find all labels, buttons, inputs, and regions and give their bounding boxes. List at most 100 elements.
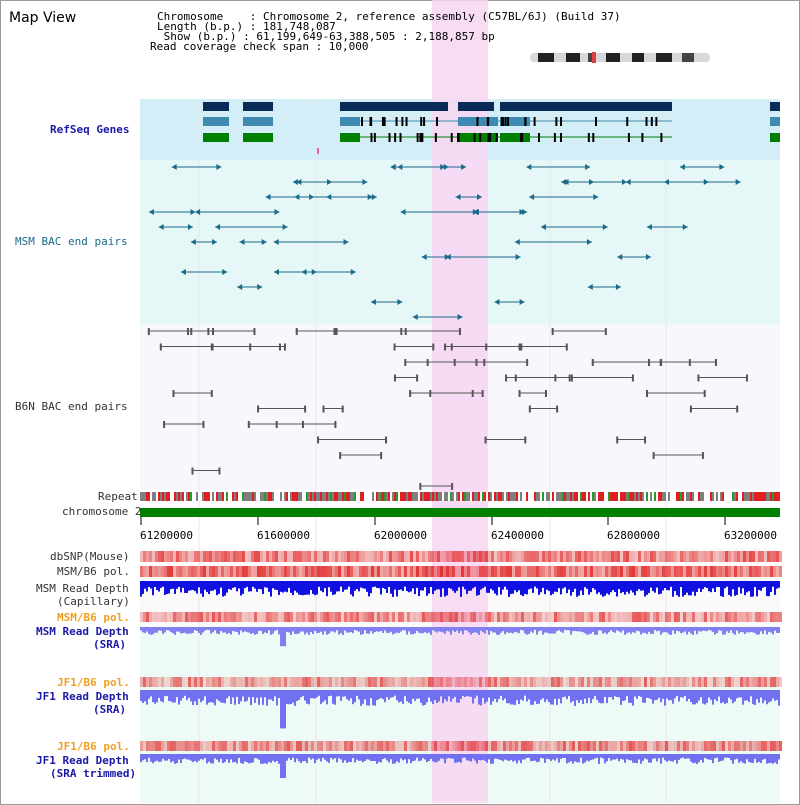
depth-bar xyxy=(438,690,440,702)
heat-cell xyxy=(614,566,617,577)
heat-cell xyxy=(749,612,752,622)
jf1-read-depth-sra-label[interactable]: JF1 Read Depth xyxy=(36,690,129,703)
bac-end-marker xyxy=(556,405,559,413)
heat-cell xyxy=(725,566,728,577)
bac-end-marker xyxy=(180,269,186,275)
depth-bar xyxy=(162,581,164,587)
depth-bar xyxy=(388,581,390,588)
repeat-segment xyxy=(598,492,600,501)
jf1-b6-pol-label[interactable]: JF1/B6 pol. xyxy=(57,676,130,689)
depth-bar xyxy=(542,627,544,635)
heat-cell xyxy=(416,612,419,622)
heat-cell xyxy=(362,677,365,687)
heat-cell xyxy=(590,677,593,687)
bac-end-marker xyxy=(736,405,739,413)
heat-cell xyxy=(776,551,779,562)
depth-bar xyxy=(376,754,378,764)
heat-cell xyxy=(299,612,302,622)
heat-cell xyxy=(383,741,386,751)
depth-bar xyxy=(262,754,264,764)
heat-cell xyxy=(263,566,266,577)
msm-read-depth-capillary-label[interactable]: MSM Read Depth xyxy=(36,582,129,595)
heat-cell xyxy=(287,551,290,562)
repeat-segment xyxy=(486,492,488,501)
heat-cell xyxy=(548,741,551,751)
depth-bar xyxy=(762,581,764,588)
repeat-segment xyxy=(164,492,166,501)
depth-bar xyxy=(650,754,652,763)
depth-bar xyxy=(436,581,438,590)
depth-bar xyxy=(524,754,526,760)
heat-cell xyxy=(659,741,662,751)
depth-bar xyxy=(548,754,550,760)
depth-bar xyxy=(498,690,500,700)
depth-bar xyxy=(324,627,326,632)
chromosome-ideogram[interactable] xyxy=(530,52,710,64)
heat-cell xyxy=(197,677,200,687)
heat-cell xyxy=(197,551,200,562)
depth-bar xyxy=(162,690,164,703)
depth-bar xyxy=(774,627,776,631)
heat-cell xyxy=(206,741,209,751)
b6n-bac-label[interactable]: B6N BAC end pairs xyxy=(15,400,128,413)
exon-mark xyxy=(650,117,653,126)
repeat-segment xyxy=(356,492,358,501)
heat-cell xyxy=(506,677,509,687)
heat-cell xyxy=(311,612,314,622)
heat-cell xyxy=(413,677,416,687)
depth-bar xyxy=(764,581,766,587)
msm-bac-label[interactable]: MSM BAC end pairs xyxy=(15,235,128,248)
msm-read-depth-sra-label[interactable]: MSM Read Depth xyxy=(36,625,129,638)
heat-cell xyxy=(719,741,722,751)
depth-bar xyxy=(504,581,506,587)
repeat-segment xyxy=(504,492,506,501)
refseq-genes-label[interactable]: RefSeq Genes xyxy=(50,123,130,136)
depth-bar xyxy=(738,690,740,698)
depth-bar xyxy=(716,754,718,758)
msm-b6-pol-label[interactable]: MSM/B6 pol. xyxy=(57,565,130,578)
heat-cell xyxy=(404,612,407,622)
heat-cell xyxy=(689,612,692,622)
depth-bar xyxy=(276,627,278,630)
jf1-read-depth-trimmed-label[interactable]: JF1 Read Depth xyxy=(36,754,129,767)
depth-bar xyxy=(440,581,442,597)
repeat-segment xyxy=(498,492,500,501)
heat-cell xyxy=(545,677,548,687)
depth-bar xyxy=(710,627,712,631)
depth-bar xyxy=(606,690,608,704)
heat-cell xyxy=(518,741,521,751)
bac-end-marker xyxy=(294,194,300,200)
heat-cell xyxy=(527,566,530,577)
depth-bar xyxy=(264,754,266,764)
heat-cell xyxy=(206,677,209,687)
bac-end-marker xyxy=(586,239,592,245)
depth-bar xyxy=(686,627,688,635)
repeat-segment xyxy=(272,492,274,501)
heat-cell xyxy=(290,612,293,622)
dbsnp-label[interactable]: dbSNP(Mouse) xyxy=(50,550,130,563)
depth-bar xyxy=(512,690,514,705)
depth-bar xyxy=(534,690,536,702)
heat-cell xyxy=(146,741,149,751)
depth-bar xyxy=(154,627,156,633)
depth-bar xyxy=(644,690,646,703)
heat-cell xyxy=(470,741,473,751)
depth-bar xyxy=(328,581,330,588)
depth-bar xyxy=(462,754,464,758)
depth-bar xyxy=(382,754,384,760)
heat-cell xyxy=(734,551,737,562)
depth-bar xyxy=(628,581,630,594)
heat-cell xyxy=(560,741,563,751)
msm-b6-pol-sra-label[interactable]: MSM/B6 pol. xyxy=(57,611,130,624)
heat-cell xyxy=(545,741,548,751)
exon-mark xyxy=(405,117,408,126)
jf1-b6-pol-trim-label[interactable]: JF1/B6 pol. xyxy=(57,740,130,753)
depth-bar xyxy=(340,581,342,587)
repeat-segment xyxy=(776,492,778,501)
heat-cell xyxy=(314,566,317,577)
heat-cell xyxy=(440,677,443,687)
depth-bar xyxy=(398,627,400,633)
bac-end-marker xyxy=(444,343,447,351)
depth-bar xyxy=(350,627,352,633)
heat-cell xyxy=(215,677,218,687)
